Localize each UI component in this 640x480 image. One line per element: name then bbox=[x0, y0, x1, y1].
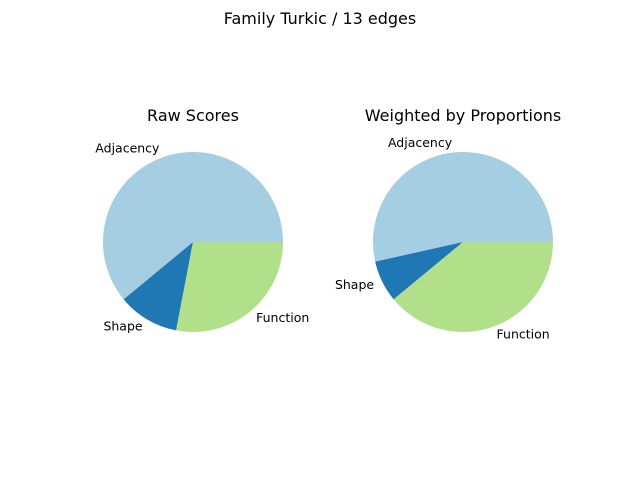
pie-label-function: Function bbox=[497, 327, 550, 342]
pie-label-shape: Shape bbox=[335, 277, 374, 292]
pie-slice-function bbox=[393, 242, 553, 332]
pie-slice-adjacency bbox=[102, 152, 283, 300]
pie-weighted: Adjacency Shape Function bbox=[335, 135, 553, 342]
pie-raw-scores: Adjacency Shape Function bbox=[95, 140, 309, 333]
figure-title: Family Turkic / 13 edges bbox=[224, 9, 416, 28]
pie-label-adjacency: Adjacency bbox=[388, 135, 453, 150]
pie-label-adjacency: Adjacency bbox=[95, 140, 160, 155]
pie-slice-adjacency bbox=[373, 152, 553, 262]
pie-label-function: Function bbox=[256, 310, 309, 325]
pie-slice-function bbox=[176, 242, 283, 333]
pie-label-shape: Shape bbox=[103, 319, 142, 334]
pie-title-raw: Raw Scores bbox=[147, 106, 239, 125]
pie-slice-shape bbox=[375, 242, 463, 300]
pie-title-weighted: Weighted by Proportions bbox=[365, 106, 561, 125]
pie-slice-shape bbox=[123, 242, 193, 331]
